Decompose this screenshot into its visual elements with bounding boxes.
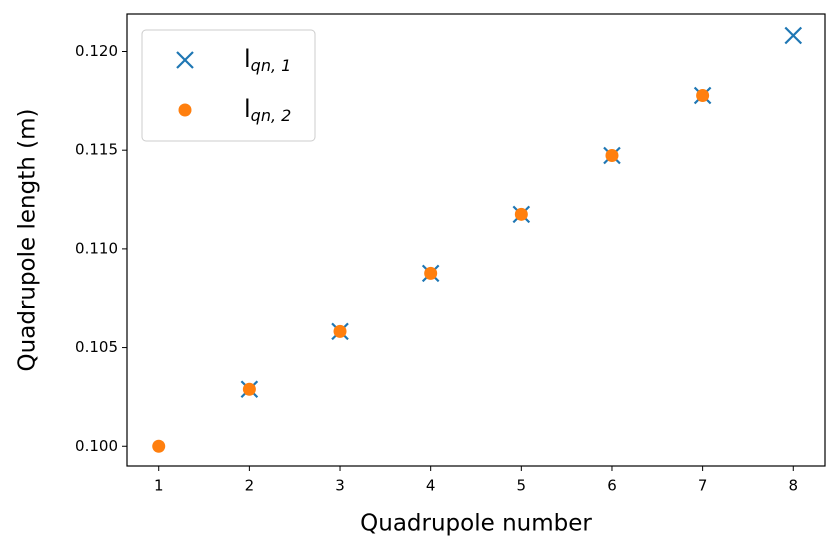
dot-marker xyxy=(178,103,192,117)
x-tick-label: 1 xyxy=(154,477,164,495)
dot-marker xyxy=(333,324,347,338)
x-tick-label: 2 xyxy=(245,477,255,495)
x-tick-label: 6 xyxy=(607,477,617,495)
x-tick-label: 8 xyxy=(788,477,798,495)
x-tick-label: 5 xyxy=(517,477,527,495)
x-tick-label: 3 xyxy=(335,477,345,495)
y-axis-label: Quadrupole length (m) xyxy=(15,109,41,372)
x-marker xyxy=(784,26,803,45)
dot-marker xyxy=(514,207,528,221)
legend-label: lqn, 1 xyxy=(244,45,291,75)
dot-marker xyxy=(152,439,166,453)
y-tick-label: 0.110 xyxy=(75,239,118,257)
y-tick-label: 0.100 xyxy=(75,437,118,455)
x-tick-label: 7 xyxy=(698,477,708,495)
legend-name: l xyxy=(244,95,251,123)
dot-marker xyxy=(242,382,256,396)
legend-subscript: qn, 1 xyxy=(251,56,292,75)
x-marker xyxy=(176,51,194,69)
dot-marker xyxy=(605,149,619,163)
dot-marker xyxy=(696,89,710,103)
legend-label: lqn, 2 xyxy=(244,95,291,125)
y-tick-label: 0.115 xyxy=(75,141,118,159)
y-tick-label: 0.120 xyxy=(75,42,118,60)
x-axis-label: Quadrupole number xyxy=(360,511,592,537)
legend-subscript: qn, 2 xyxy=(251,106,292,125)
legend-name: l xyxy=(244,45,251,73)
dot-marker xyxy=(424,266,438,280)
x-tick-label: 4 xyxy=(426,477,436,495)
plot-frame xyxy=(126,13,826,467)
y-tick-label: 0.105 xyxy=(75,338,118,356)
